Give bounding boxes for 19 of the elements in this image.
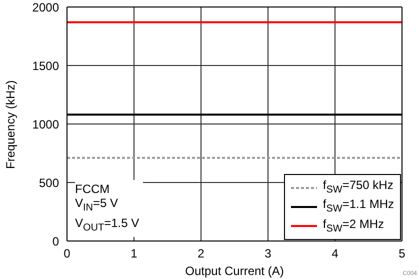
y-tick-label: 1500 xyxy=(32,58,60,73)
annotation: V$_{OUT}$=1.5 V xyxy=(75,216,140,233)
y-tick-label: 1000 xyxy=(32,117,60,132)
x-axis-title: Output Current (A) xyxy=(185,264,284,278)
annotation: FCCM xyxy=(75,182,110,196)
y-tick-label: 0 xyxy=(52,234,60,248)
x-tick-label: 5 xyxy=(398,246,406,261)
x-tick-label: 1 xyxy=(130,246,138,261)
x-tick-label: 0 xyxy=(64,246,71,261)
y-axis-title: Frequency (kHz) xyxy=(3,80,18,169)
y-tick-label: 500 xyxy=(38,176,60,190)
y-tick-label: 2000 xyxy=(32,0,60,14)
x-tick-label: 3 xyxy=(264,246,272,261)
legend-label: f$_{SW}$=2 MHz xyxy=(322,216,384,236)
x-tick-label: 4 xyxy=(332,246,339,261)
legend-label: f$_{SW}$=1.1 MHz xyxy=(322,197,394,217)
x-tick-label: 2 xyxy=(198,246,205,261)
annotation: V$_{IN}$=5 V xyxy=(75,196,118,214)
legend-label: f$_{SW}$=750 kHz xyxy=(322,178,394,198)
